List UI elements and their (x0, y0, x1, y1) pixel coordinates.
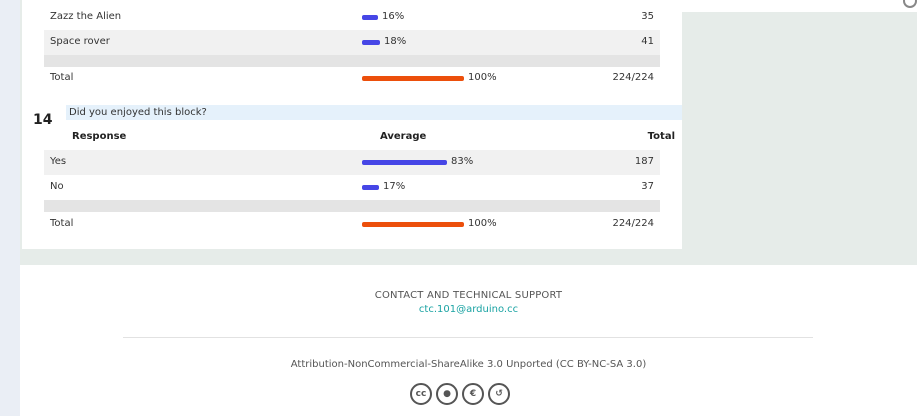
row-spacer (44, 200, 660, 212)
header-average: Average (380, 131, 427, 142)
response-total: 41 (641, 36, 654, 47)
average-bar (362, 185, 379, 190)
total-bar (362, 222, 464, 227)
average-percent: 83% (451, 156, 474, 167)
response-label: Space rover (50, 36, 110, 47)
total-label: Total (50, 218, 74, 229)
response-total: 37 (641, 181, 654, 192)
license-text: Attribution-NonCommercial-ShareAlike 3.0… (290, 359, 647, 370)
average-percent: 16% (382, 11, 405, 22)
total-bar (362, 76, 464, 81)
question-title: Did you enjoyed this block? (69, 107, 207, 118)
contact-label: CONTACT AND TECHNICAL SUPPORT (374, 290, 563, 301)
total-row: Total 100% 224/224 (44, 66, 660, 91)
table-row: Yes 83% 187 (44, 150, 660, 175)
total-count: 224/224 (612, 72, 654, 83)
footer: CONTACT AND TECHNICAL SUPPORT ctc.101@ar… (20, 265, 917, 416)
total-percent: 100% (468, 218, 497, 229)
response-label: No (50, 181, 64, 192)
table-row: Zazz the Alien 16% 35 (44, 5, 660, 30)
average-bar (362, 15, 378, 20)
average-bar (362, 40, 380, 45)
average-bar (362, 160, 447, 165)
cc-icon[interactable]: cc (410, 383, 432, 405)
question-number: 14 (33, 112, 53, 128)
table-row: Space rover 18% 41 (44, 30, 660, 55)
sa-icon[interactable]: ↺ (488, 383, 510, 405)
scroll-indicator-icon[interactable] (903, 0, 917, 8)
license-icons[interactable]: cc ● € ↺ (410, 383, 510, 405)
response-label: Yes (50, 156, 67, 167)
total-percent: 100% (468, 72, 497, 83)
response-total: 35 (641, 11, 654, 22)
total-label: Total (50, 72, 74, 83)
top-strip (682, 0, 917, 12)
average-percent: 17% (383, 181, 406, 192)
by-icon[interactable]: ● (436, 383, 458, 405)
support-email-link[interactable]: ctc.101@arduino.cc (418, 304, 519, 315)
nc-icon[interactable]: € (462, 383, 484, 405)
footer-divider (123, 337, 813, 338)
header-total: Total (647, 131, 675, 142)
total-row: Total 100% 224/224 (44, 212, 660, 237)
total-count: 224/224 (612, 218, 654, 229)
response-total: 187 (634, 156, 654, 167)
average-percent: 18% (384, 36, 407, 47)
table-row: No 17% 37 (44, 175, 660, 200)
header-response: Response (72, 131, 127, 142)
question-title-bar: Did you enjoyed this block? (66, 105, 682, 120)
row-spacer (44, 55, 660, 67)
response-label: Zazz the Alien (50, 11, 122, 22)
